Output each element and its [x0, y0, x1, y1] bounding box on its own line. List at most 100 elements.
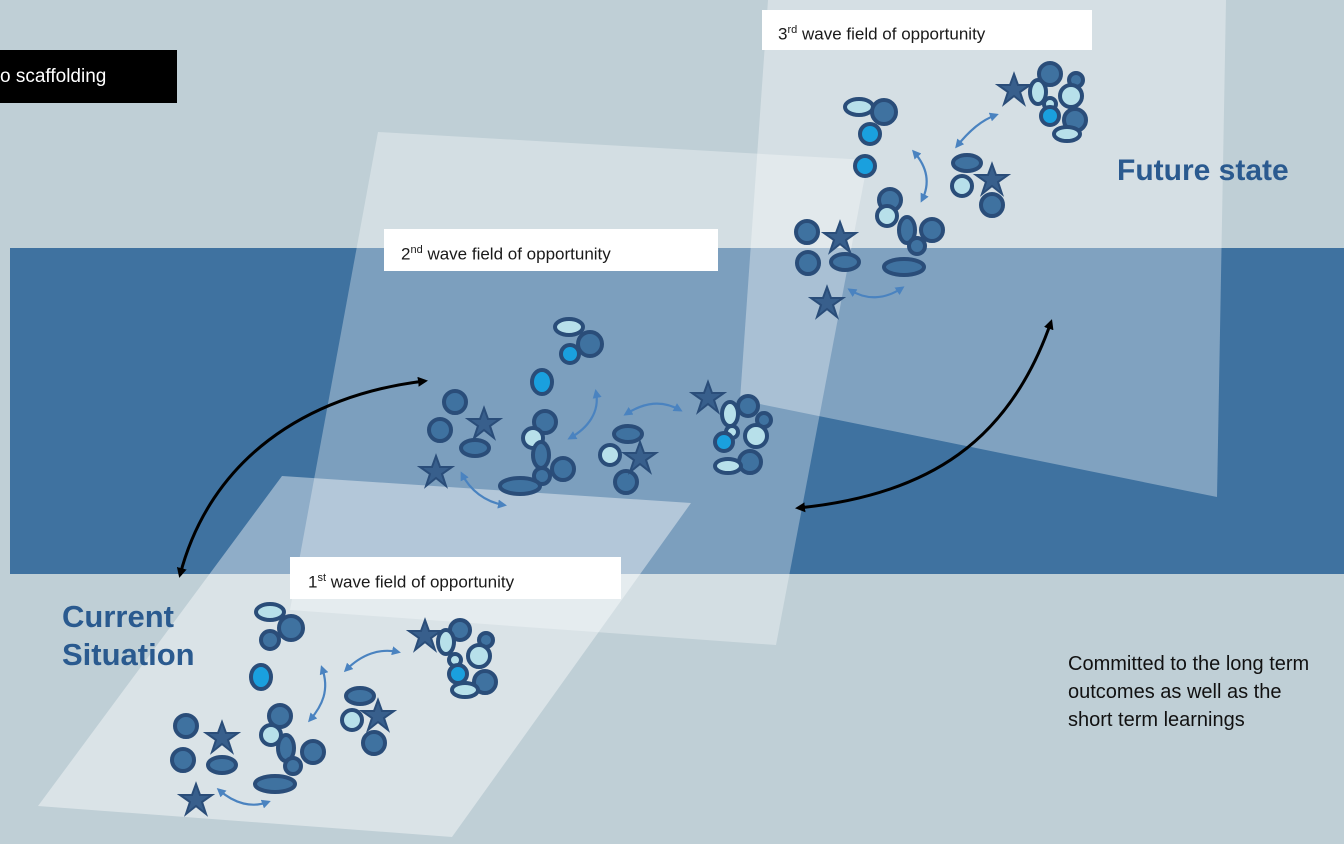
circle-shape [259, 629, 281, 651]
ellipse-shape [882, 257, 926, 277]
double-arrow-icon [623, 402, 683, 416]
circle-shape [613, 469, 639, 495]
ellipse-shape [951, 153, 983, 173]
ellipse-shape [459, 438, 491, 458]
circle-shape [340, 708, 364, 732]
circle-shape [170, 747, 196, 773]
wave-1-label: 1st wave field of opportunity [290, 557, 621, 599]
double-arrow-icon [955, 112, 999, 149]
circle-shape [870, 98, 898, 126]
curved-arrow-icon [176, 376, 428, 578]
circle-shape [267, 703, 293, 729]
circle-shape [1039, 105, 1061, 127]
circle-shape [576, 330, 604, 358]
star-shape [807, 284, 847, 320]
ellipse-shape [344, 686, 376, 706]
star-shape [994, 71, 1034, 107]
ellipse-shape [897, 215, 917, 245]
circle-shape [737, 449, 763, 475]
scaffolding-tag: o scaffolding [0, 50, 177, 103]
wave-3-ordinal: rd [787, 24, 798, 36]
commitment-note: Committed to the long term outcomes as w… [1068, 653, 1310, 731]
circle-shape [794, 219, 820, 245]
ellipse-shape [436, 628, 456, 656]
double-arrow-icon [912, 149, 929, 203]
ellipse-shape [553, 317, 585, 337]
wave-3-number: 3 [778, 24, 788, 44]
cluster-wave-3 [794, 61, 1088, 277]
circle-shape [532, 466, 552, 486]
double-arrow-icon [308, 665, 329, 723]
current-line-2: Situation [62, 637, 195, 672]
star-shape [820, 219, 860, 255]
circle-shape [532, 409, 558, 435]
circle-shape [907, 236, 927, 256]
wave-3-label: 3rd wave field of opportunity [762, 10, 1092, 50]
wave-2-ordinal: nd [410, 244, 423, 256]
stars-wave-2 [416, 379, 728, 489]
ellipse-shape [720, 400, 740, 428]
circle-shape [1037, 61, 1063, 87]
wave-2-label: 2nd wave field of opportunity [384, 229, 718, 271]
circle-shape [447, 663, 469, 685]
double-arrow-icon [567, 389, 602, 440]
circle-shape [1058, 83, 1084, 109]
circle-shape [950, 174, 974, 198]
circle-shape [472, 669, 498, 695]
ellipse-shape [531, 440, 551, 470]
circle-shape [919, 217, 945, 243]
wave-1-number: 1 [308, 572, 318, 592]
circle-shape [853, 154, 877, 178]
circle-shape [743, 423, 769, 449]
circle-shape [858, 122, 882, 146]
ellipse-shape [1028, 78, 1048, 106]
circle-shape [277, 614, 305, 642]
ellipse-shape [450, 681, 480, 699]
circle-shape [598, 443, 622, 467]
star-shape [972, 161, 1012, 197]
ellipse-shape [612, 424, 644, 444]
double-arrow-icon [343, 646, 401, 673]
ellipse-shape [206, 755, 238, 775]
wave-2-number: 2 [401, 244, 411, 264]
circle-shape [559, 343, 581, 365]
star-shape [464, 405, 504, 441]
circle-shape [795, 250, 821, 276]
circle-shape [466, 643, 492, 669]
circle-shape [713, 431, 735, 453]
wave-1-text: wave field of opportunity [326, 572, 515, 592]
ellipse-shape [498, 476, 542, 496]
circle-shape [442, 389, 468, 415]
wave-2-text: wave field of opportunity [422, 244, 611, 264]
circle-shape [361, 730, 387, 756]
future-state-title: Future state [1117, 154, 1289, 187]
star-shape [202, 719, 242, 755]
circle-shape [736, 394, 760, 418]
circle-shape [550, 456, 576, 482]
ellipse-shape [829, 252, 861, 272]
ellipse-shape [843, 97, 875, 117]
circle-shape [427, 417, 453, 443]
circle-shape [173, 713, 199, 739]
star-shape [176, 781, 216, 817]
star-shape [688, 379, 728, 415]
star-shape [620, 439, 660, 475]
ellipse-shape [249, 663, 273, 691]
double-arrow-icon [847, 286, 905, 299]
ellipse-shape [530, 368, 554, 396]
ellipse-shape [713, 457, 743, 475]
stars-wave-3 [807, 71, 1034, 320]
double-arrow-icon [460, 471, 507, 509]
circle-shape [283, 756, 303, 776]
ellipse-shape [1052, 125, 1082, 143]
double-arrow-icon [216, 788, 271, 809]
star-shape [416, 453, 456, 489]
circle-shape [979, 192, 1005, 218]
wave-3-text: wave field of opportunity [797, 24, 986, 44]
stars-wave-1 [176, 617, 445, 817]
star-shape [358, 697, 398, 733]
circle-shape [300, 739, 326, 765]
ellipse-shape [254, 602, 286, 622]
cluster-wave-2 [427, 317, 773, 496]
curved-arrow-icon [795, 319, 1054, 513]
